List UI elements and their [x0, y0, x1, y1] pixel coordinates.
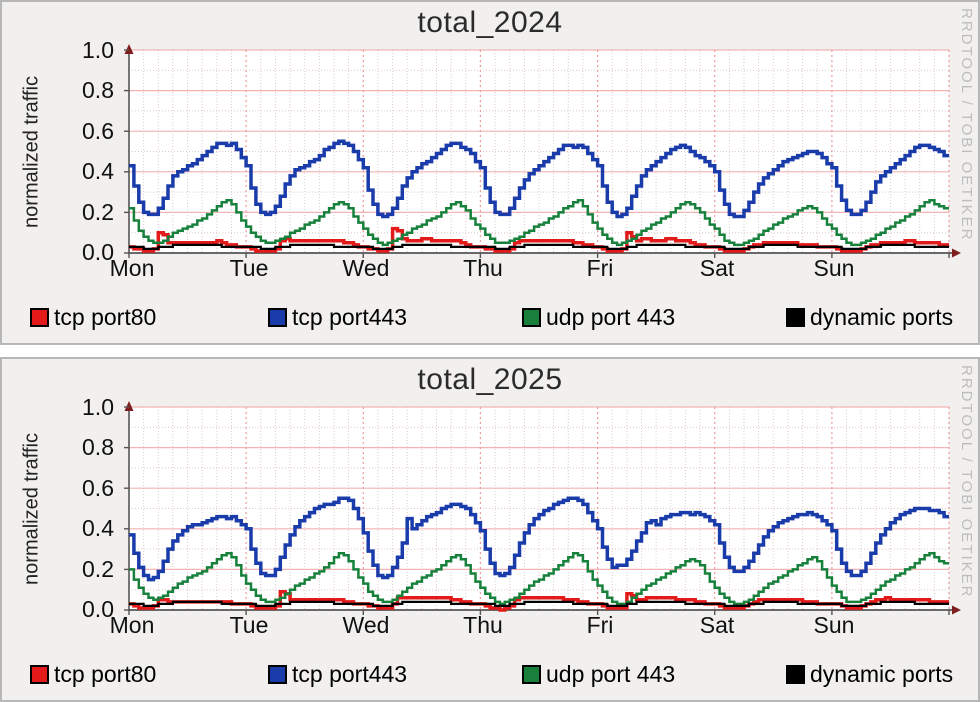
y-tick-label: 0.4: [82, 158, 114, 184]
plot-area: [124, 44, 961, 258]
y-tick-label: 1.0: [82, 37, 114, 63]
legend-item: tcp port80: [30, 305, 156, 329]
x-tick-label: Thu: [463, 255, 503, 281]
legend-label: dynamic ports: [810, 661, 954, 687]
chart-title: total_2024: [417, 6, 563, 39]
y-tick-label: 0.2: [82, 556, 114, 582]
x-tick-label: Mon: [109, 612, 155, 638]
legend-swatch-tcp-port80: [30, 307, 49, 327]
legend-item: tcp port443: [268, 305, 407, 329]
y-tick-label: 0.8: [82, 77, 114, 103]
rrdtool-watermark: RRDTOOL / TOBI OETIKER: [958, 8, 975, 242]
legend-item: dynamic ports: [786, 662, 953, 686]
y-tick-label: 0.2: [82, 199, 114, 225]
chart-panel-2024: total_2024 normalized traffic 1.0 0.8 0.…: [0, 0, 980, 345]
y-tick-label: 0.6: [82, 475, 114, 501]
legend-label: udp port 443: [546, 661, 676, 687]
x-tick-label: Fri: [586, 255, 614, 281]
y-axis-title: normalized traffic: [20, 433, 43, 585]
legend-label: tcp port443: [292, 661, 408, 687]
x-tick-label: Wed: [342, 255, 390, 281]
legend-item: udp port 443: [522, 305, 675, 329]
rrdtool-watermark: RRDTOOL / TOBI OETIKER: [958, 365, 975, 599]
y-tick-label: 0.0: [82, 596, 114, 622]
plot-area: [124, 401, 961, 615]
legend-label: tcp port80: [54, 304, 157, 330]
x-tick-label: Tue: [229, 255, 269, 281]
chart-panel-2025: total_2025 normalized traffic 1.0 0.8 0.…: [0, 357, 980, 702]
legend-item: tcp port443: [268, 662, 407, 686]
x-tick-label: Mon: [109, 255, 155, 281]
y-axis-title: normalized traffic: [20, 76, 43, 228]
x-tick-label: Sat: [699, 255, 735, 281]
x-tick-label: Wed: [342, 612, 390, 638]
y-tick-label: 0.8: [82, 434, 114, 460]
y-tick-label: 0.6: [82, 118, 114, 144]
legend-swatch-dynamic-ports: [786, 307, 805, 327]
legend-item: tcp port80: [30, 662, 156, 686]
x-tick-label: Thu: [463, 612, 503, 638]
x-tick-label: Sun: [813, 255, 855, 281]
legend-label: tcp port443: [292, 304, 408, 330]
x-tick-label: Sun: [813, 612, 855, 638]
x-tick-label: Fri: [586, 612, 614, 638]
legend-swatch-tcp-port80: [30, 664, 49, 684]
x-tick-label: Sat: [699, 612, 735, 638]
legend-item: dynamic ports: [786, 305, 953, 329]
legend-swatch-tcp-port443: [268, 664, 287, 684]
x-tick-label: Tue: [229, 612, 269, 638]
legend-item: udp port 443: [522, 662, 675, 686]
y-tick-label: 1.0: [82, 394, 114, 420]
legend-label: dynamic ports: [810, 304, 954, 330]
legend-swatch-dynamic-ports: [786, 664, 805, 684]
legend-swatch-udp-port443: [522, 664, 541, 684]
legend-label: udp port 443: [546, 304, 676, 330]
legend-label: tcp port80: [54, 661, 157, 687]
chart-title: total_2025: [417, 363, 563, 396]
legend-swatch-udp-port443: [522, 307, 541, 327]
legend-swatch-tcp-port443: [268, 307, 287, 327]
y-tick-label: 0.0: [82, 239, 114, 265]
y-tick-label: 0.4: [82, 515, 114, 541]
